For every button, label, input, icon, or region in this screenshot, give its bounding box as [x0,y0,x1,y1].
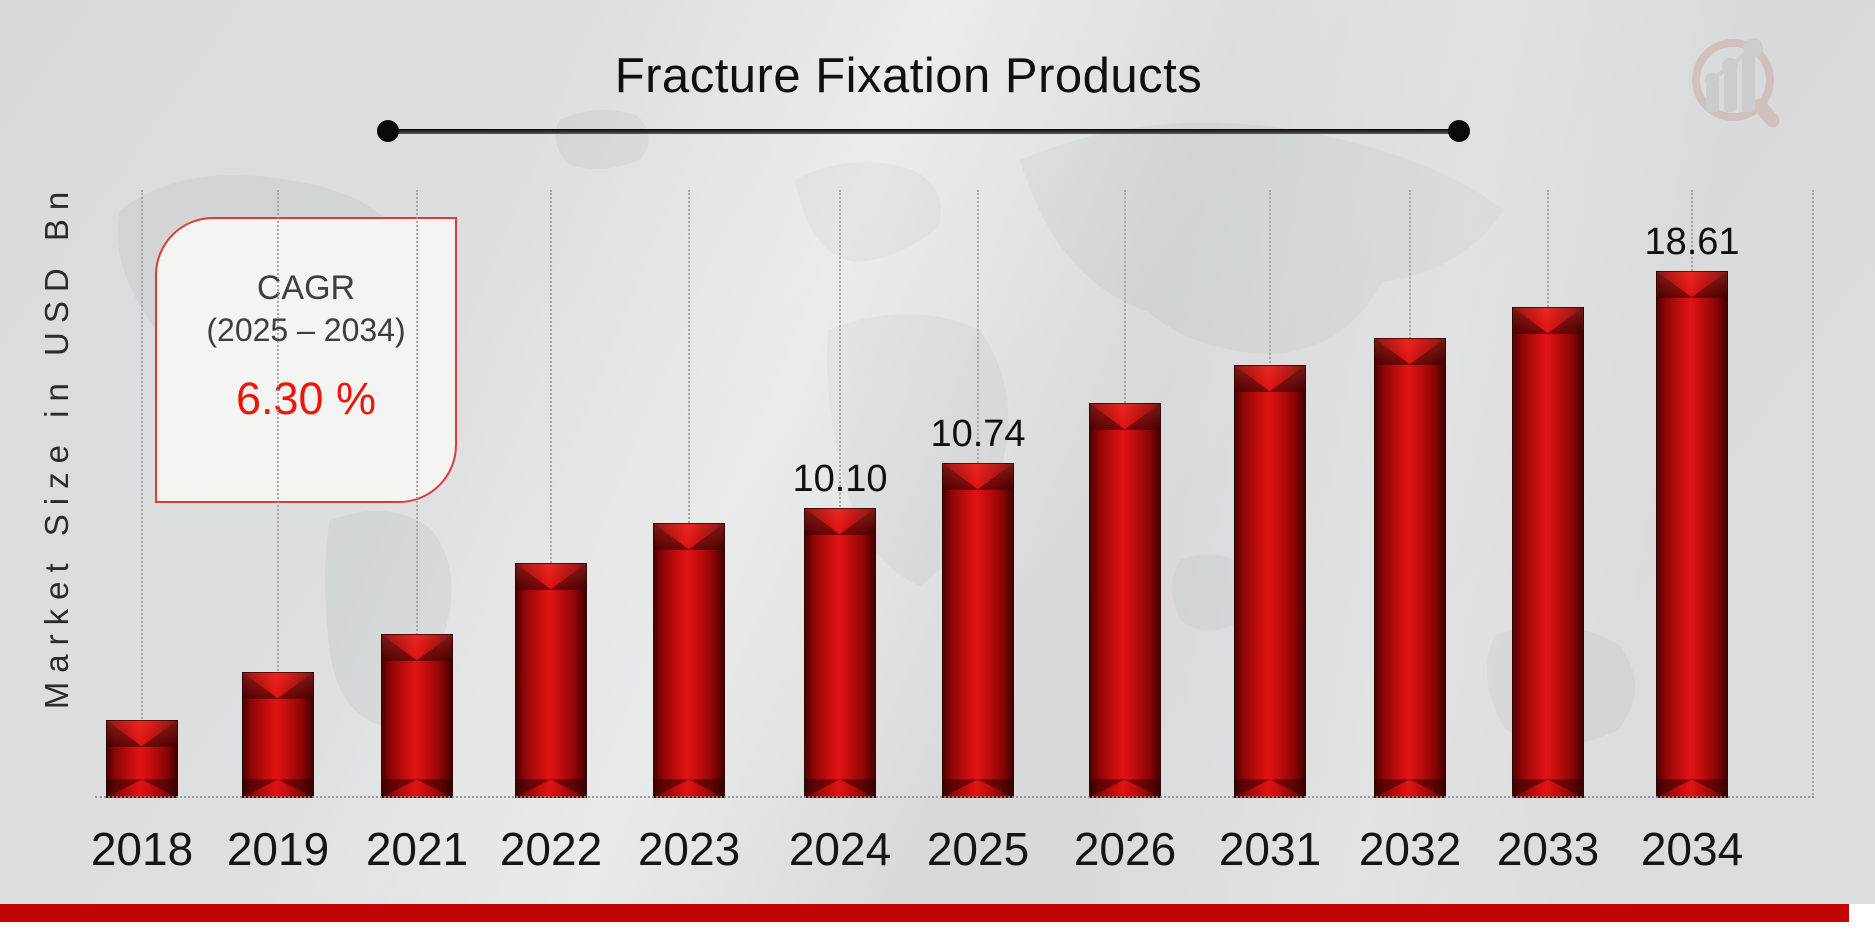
bar-2032 [1374,338,1446,798]
chart-header: Fracture Fixation Products [0,48,1875,104]
x-axis-label-2031: 2031 [1218,823,1322,875]
cagr-period: (2025 – 2034) [206,311,406,348]
bar-2023 [653,523,725,798]
gridline-2023 [688,190,690,798]
bar-2031 [1234,365,1306,798]
x-axis-label-2032: 2032 [1358,823,1462,875]
bar-value-2034: 18.61 [1644,221,1740,263]
y-axis-label: Market Size in USD Bn [38,182,75,710]
bar-2033 [1512,307,1584,798]
bar-2021 [381,634,453,798]
gridline-2019 [277,190,279,798]
bar-value-2024: 10.10 [792,458,888,500]
cagr-callout-box: CAGR (2025 – 2034) 6.30 % [155,217,457,503]
x-axis-label-2023: 2023 [637,823,741,875]
gridline-2021 [416,190,418,798]
gridline-2022 [550,190,552,798]
x-axis-label-2025: 2025 [926,823,1030,875]
bottom-red-band [0,904,1849,922]
x-axis-label-2022: 2022 [499,823,603,875]
x-axis-label-2026: 2026 [1073,823,1177,875]
x-axis-label-2021: 2021 [365,823,469,875]
bar-2019 [242,672,314,798]
bar-2034 [1656,271,1728,798]
bar-2018 [106,720,178,798]
title-underline [377,120,1470,142]
gridline-2024 [839,190,841,798]
bar-2025 [942,463,1014,798]
bar-2022 [515,563,587,798]
bar-2026 [1089,403,1161,798]
bar-value-2025: 10.74 [930,413,1026,455]
x-axis-label-2034: 2034 [1640,823,1744,875]
market-research-magnifier-logo [1692,38,1780,128]
x-axis-label-2018: 2018 [90,823,194,875]
x-axis-label-2024: 2024 [788,823,892,875]
cagr-heading: CAGR [256,269,356,307]
bar-2024 [804,508,876,798]
plot-right-border [1812,190,1814,798]
page-title: Fracture Fixation Products [614,49,1203,103]
cagr-value: 6.30 % [235,373,377,425]
x-axis-label-2033: 2033 [1496,823,1600,875]
gridline-2018 [141,190,143,798]
x-axis-baseline [95,796,1814,798]
x-axis-label-2019: 2019 [226,823,330,875]
